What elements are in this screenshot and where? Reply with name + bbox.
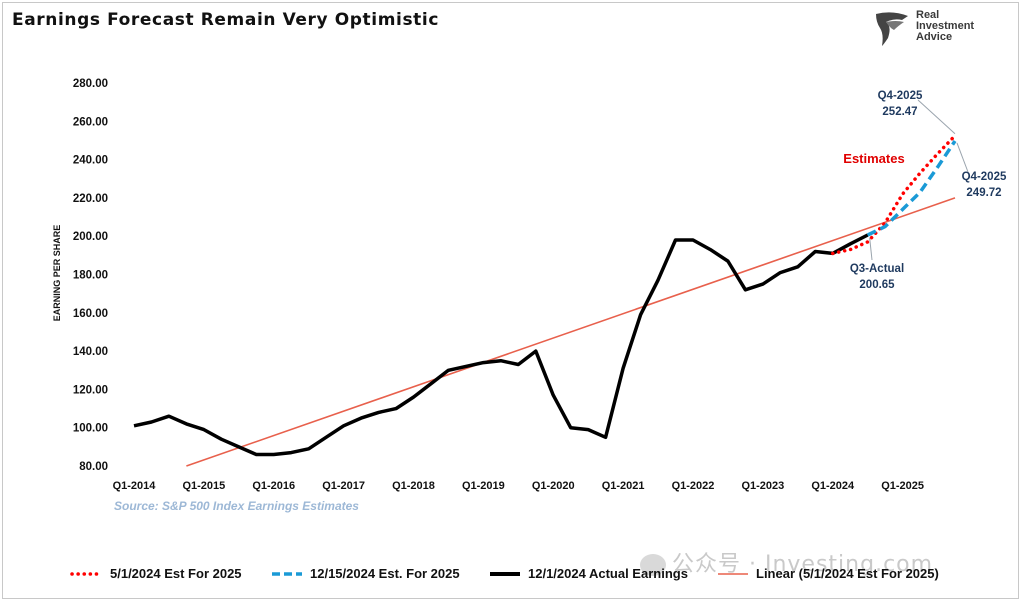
x-tick-label: Q1-2014 bbox=[113, 480, 157, 492]
q4-2025-late-leader bbox=[956, 142, 969, 173]
q3-actual-label: Q3-Actual bbox=[850, 263, 904, 275]
y-tick-label: 180.00 bbox=[73, 270, 108, 282]
y-tick-label: 120.00 bbox=[73, 384, 108, 396]
source-note: Source: S&P 500 Index Earnings Estimates bbox=[114, 499, 359, 513]
eagle-logo-icon bbox=[876, 12, 908, 46]
series-line-solid-thin bbox=[186, 197, 956, 467]
q4-2025-early-leader bbox=[917, 99, 956, 135]
series-line-solid-thick bbox=[133, 233, 869, 457]
y-tick-label: 160.00 bbox=[73, 308, 108, 320]
series-line-dotted bbox=[830, 133, 957, 256]
legend-swatch-linear bbox=[718, 572, 748, 575]
x-tick-label: Q1-2023 bbox=[741, 480, 784, 492]
y-tick-label: 240.00 bbox=[73, 155, 108, 167]
x-tick-label: Q1-2018 bbox=[392, 480, 435, 492]
q4-2025-late-value: 249.72 bbox=[966, 187, 1001, 199]
q3-actual-value: 200.65 bbox=[859, 279, 895, 291]
legend-item-actual: 12/1/2024 Actual Earnings bbox=[488, 566, 688, 581]
x-tick-label: Q1-2019 bbox=[462, 480, 505, 492]
y-tick-label: 100.00 bbox=[73, 423, 108, 435]
x-tick-label: Q1-2020 bbox=[532, 480, 575, 492]
legend-label-est-dec: 12/15/2024 Est. For 2025 bbox=[310, 566, 460, 581]
x-tick-label: Q1-2015 bbox=[182, 480, 225, 492]
legend: 5/1/2024 Est For 2025 12/15/2024 Est. Fo… bbox=[0, 566, 1023, 588]
legend-label-linear: Linear (5/1/2024 Est For 2025) bbox=[756, 566, 939, 581]
y-tick-label: 200.00 bbox=[73, 231, 108, 243]
legend-swatch-dashed-blue bbox=[272, 571, 302, 576]
legend-swatch-dotted-red bbox=[70, 571, 104, 576]
estimates-label: Estimates bbox=[843, 151, 904, 166]
logo-line-1: Real bbox=[916, 9, 940, 21]
q3-actual-leader bbox=[869, 237, 873, 261]
legend-label-est-may: 5/1/2024 Est For 2025 bbox=[110, 566, 242, 581]
y-tick-label: 260.00 bbox=[73, 116, 108, 128]
x-tick-label: Q1-2021 bbox=[602, 480, 645, 492]
x-tick-label: Q1-2017 bbox=[322, 480, 365, 492]
y-tick-label: 140.00 bbox=[73, 346, 108, 358]
legend-item-est-may: 5/1/2024 Est For 2025 bbox=[70, 566, 242, 581]
chart-title: Earnings Forecast Remain Very Optimistic bbox=[12, 10, 439, 30]
wechat-icon bbox=[640, 554, 666, 576]
watermark-text: 公众号 · Investing.com bbox=[672, 552, 934, 577]
q4-2025-early-value: 252.47 bbox=[882, 106, 917, 118]
y-tick-label: 220.00 bbox=[73, 193, 108, 205]
y-tick-label: 280.00 bbox=[73, 78, 108, 90]
x-tick-label: Q1-2022 bbox=[672, 480, 715, 492]
legend-item-est-dec: 12/15/2024 Est. For 2025 bbox=[270, 566, 460, 581]
logo-line-2: Investment bbox=[916, 20, 975, 32]
legend-item-linear: Linear (5/1/2024 Est For 2025) bbox=[716, 566, 939, 581]
y-tick-label: 80.00 bbox=[79, 461, 108, 473]
x-tick-label: Q1-2024 bbox=[811, 480, 855, 492]
watermark: 公众号 · Investing.com bbox=[640, 546, 933, 578]
x-tick-label: Q1-2016 bbox=[252, 480, 295, 492]
logo-text: Real Investment Advice bbox=[916, 10, 974, 43]
legend-swatch-solid-black bbox=[490, 571, 520, 576]
q4-2025-early-label: Q4-2025 bbox=[878, 90, 923, 102]
series-line-dashed bbox=[866, 140, 957, 237]
q4-2025-late-label: Q4-2025 bbox=[962, 171, 1007, 183]
legend-label-actual: 12/1/2024 Actual Earnings bbox=[528, 566, 688, 581]
company-logo: Real Investment Advice bbox=[872, 8, 992, 48]
x-tick-label: Q1-2025 bbox=[881, 480, 924, 492]
logo-line-3: Advice bbox=[916, 31, 953, 43]
